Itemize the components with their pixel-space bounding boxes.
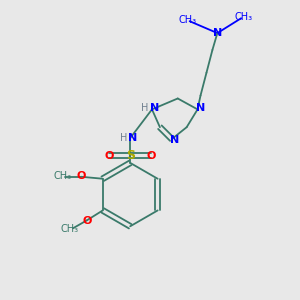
- Text: S: S: [126, 149, 135, 162]
- Text: N: N: [128, 133, 137, 143]
- Text: O: O: [146, 151, 156, 161]
- Text: H: H: [141, 103, 149, 113]
- Text: H: H: [120, 133, 127, 143]
- Text: CH₃: CH₃: [61, 224, 79, 234]
- Text: N: N: [150, 103, 160, 113]
- Text: CH₃: CH₃: [178, 15, 197, 25]
- Text: O: O: [105, 151, 114, 161]
- Text: CH₃: CH₃: [234, 12, 252, 22]
- Text: N: N: [170, 135, 179, 145]
- Text: CH₃: CH₃: [53, 171, 71, 181]
- Text: O: O: [82, 216, 92, 226]
- Text: N: N: [196, 103, 205, 113]
- Text: N: N: [213, 28, 222, 38]
- Text: O: O: [76, 171, 86, 181]
